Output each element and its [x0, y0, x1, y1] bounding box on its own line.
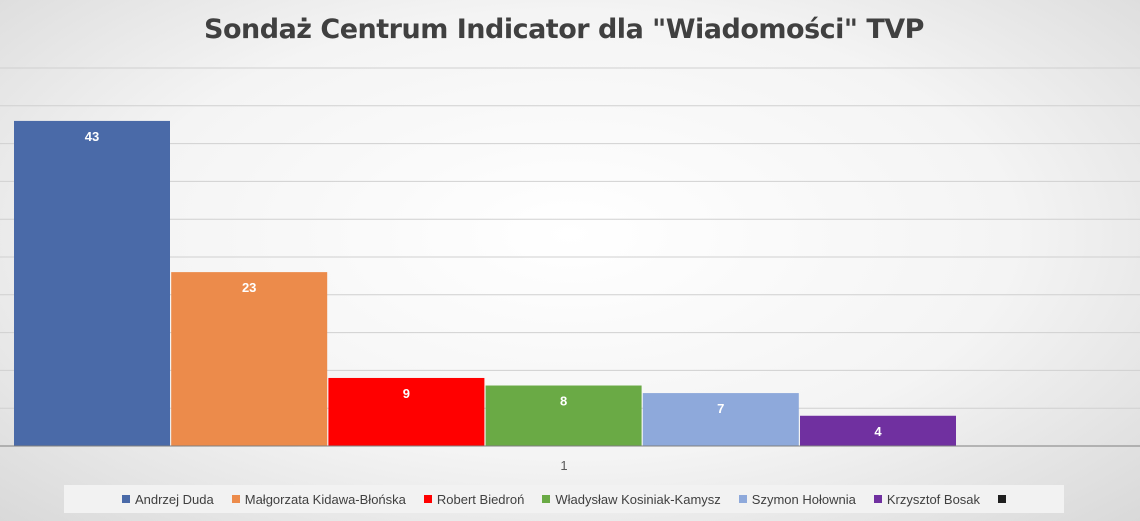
bar: [328, 377, 485, 446]
legend-swatch: [231, 495, 240, 503]
legend-swatch: [738, 495, 747, 503]
category-tick-label: 1: [560, 458, 567, 473]
legend-item: Szymon Hołownia: [738, 491, 856, 507]
chart-title: Sondaż Centrum Indicator dla "Wiadomości…: [204, 14, 924, 45]
legend-label: Władysław Kosiniak-Kamysz: [555, 491, 721, 507]
legend-item: [998, 495, 1007, 503]
bar-value-label: 9: [403, 386, 410, 401]
legend-swatch: [998, 495, 1007, 503]
plot-area: 43 23 9 8 7 4 1: [0, 67, 1140, 473]
gridlines: [0, 67, 1140, 409]
bar: [800, 415, 956, 446]
legend-label: Andrzej Duda: [134, 491, 214, 507]
bars: [14, 120, 956, 447]
bar-value-label: 7: [717, 401, 724, 416]
bar: [14, 120, 170, 447]
legend-item: Krzysztof Bosak: [873, 491, 981, 507]
legend-label: Krzysztof Bosak: [886, 491, 981, 507]
legend-swatch: [542, 495, 551, 503]
bar: [171, 272, 328, 446]
legend-swatch: [121, 495, 130, 503]
legend-label: Robert Biedroń: [436, 491, 525, 507]
bar: [485, 385, 642, 446]
legend-swatch: [873, 495, 882, 503]
legend-swatch: [423, 495, 432, 503]
legend-item: Małgorzata Kidawa-Błońska: [231, 491, 406, 507]
bar-labels: 43 23 9 8 7 4: [85, 129, 883, 439]
legend-label: Szymon Hołownia: [751, 491, 856, 507]
bar: [642, 393, 799, 446]
bar-value-label: 4: [874, 424, 882, 439]
legend-item: Andrzej Duda: [121, 491, 214, 507]
legend-item: Władysław Kosiniak-Kamysz: [542, 491, 721, 507]
legend-label: Małgorzata Kidawa-Błońska: [244, 491, 406, 507]
bar-value-label: 43: [85, 129, 99, 144]
bar-value-label: 23: [242, 280, 256, 295]
bar-value-label: 8: [560, 394, 567, 409]
legend-item: Robert Biedroń: [423, 491, 525, 507]
legend: Andrzej Duda Małgorzata Kidawa-Błońska Rob…: [64, 485, 1064, 513]
